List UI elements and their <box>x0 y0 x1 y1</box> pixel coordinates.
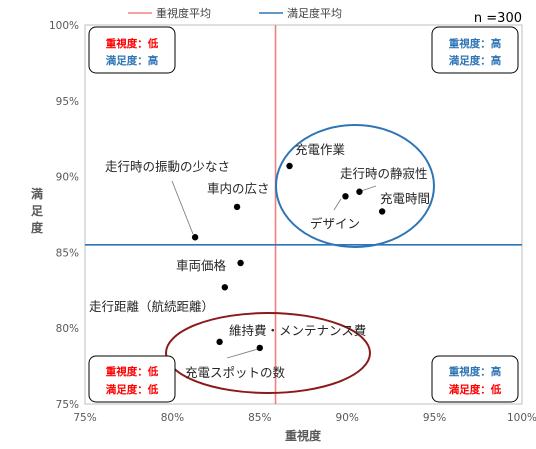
point-label-vibration: 走行時の振動の少なさ <box>105 159 230 174</box>
data-point-5 <box>233 203 241 211</box>
quadrant-label-top-left: 重視度：低 満足度：高 <box>88 26 176 74</box>
data-point-9 <box>256 344 263 352</box>
legend-label-satisfaction-average: 満足度平均 <box>287 6 342 20</box>
legend-label-importance-average: 重視度平均 <box>156 6 211 20</box>
quadrant-satisfaction-label: 満足度：高 <box>106 54 159 67</box>
y-axis-ticks: 75% 80% 85% 90% 95% 100% <box>49 20 79 411</box>
sample-size-label: n =300 <box>474 11 522 26</box>
quadrant-box <box>431 355 519 403</box>
quadrant-importance-label: 重視度：高 <box>449 37 502 50</box>
quadrant-importance-label: 重視度：高 <box>449 365 502 378</box>
y-tick-label: 100% <box>49 20 79 32</box>
data-point-4 <box>191 234 199 241</box>
highlight-ellipse-bottom <box>165 312 371 394</box>
data-point-7 <box>221 284 229 291</box>
data-point-8 <box>216 338 223 346</box>
data-points <box>191 162 386 352</box>
leader-line-vibration <box>171 180 194 235</box>
y-tick-label: 90% <box>56 172 79 184</box>
y-tick-label: 75% <box>56 399 79 411</box>
point-label-charging-spots: 充電スポットの数 <box>185 365 286 380</box>
data-point-2 <box>342 193 349 200</box>
quadrant-label-bottom-right: 重視度：高 満足度：低 <box>431 355 519 403</box>
point-label-charging-work: 充電作業 <box>295 142 346 157</box>
data-point-6 <box>237 259 244 267</box>
point-label-quietness: 走行時の静寂性 <box>340 166 428 181</box>
data-point-0 <box>286 162 293 170</box>
label-leader-lines <box>171 180 377 359</box>
quadrant-satisfaction-label: 満足度：低 <box>106 383 159 396</box>
point-label-vehicle-price: 車両価格 <box>176 258 227 273</box>
x-tick-label: 90% <box>336 412 359 424</box>
highlight-ellipse-top-right <box>275 124 435 248</box>
y-axis-title: 満足度 <box>31 186 44 235</box>
quadrant-satisfaction-label: 満足度：低 <box>449 383 502 396</box>
quadrant-box <box>431 26 519 74</box>
leader-line-design <box>333 198 342 211</box>
plot-area-frame <box>84 24 523 405</box>
point-label-driving-range: 走行距離（航続距離） <box>89 299 214 314</box>
x-tick-label: 80% <box>161 412 184 424</box>
y-tick-label: 80% <box>56 323 79 335</box>
point-labels: 充電作業 走行時の静寂性 デザイン 充電時間 走行時の振動の少なさ 車内の広さ … <box>89 142 430 380</box>
quadrant-importance-label: 重視度：低 <box>106 365 159 378</box>
point-label-cabin-space: 車内の広さ <box>207 181 270 196</box>
data-point-3 <box>378 208 386 215</box>
quadrant-satisfaction-label: 満足度：高 <box>449 54 502 67</box>
point-label-maintenance-cost: 維持費・メンテナンス費 <box>229 323 366 338</box>
data-point-1 <box>356 188 363 195</box>
y-tick-label: 85% <box>56 247 79 259</box>
point-label-charging-time: 充電時間 <box>380 191 430 206</box>
x-tick-label: 75% <box>73 412 96 424</box>
legend: 重視度平均 満足度平均 <box>128 6 342 20</box>
quadrant-box <box>88 26 176 74</box>
x-axis-title: 重視度 <box>285 428 322 443</box>
point-label-design: デザイン <box>310 216 360 231</box>
x-tick-label: 95% <box>423 412 446 424</box>
x-tick-label: 85% <box>248 412 271 424</box>
x-tick-label: 100% <box>507 412 536 424</box>
x-axis-ticks: 75% 80% 85% 90% 95% 100% <box>73 412 536 424</box>
quadrant-label-top-right: 重視度：高 満足度：高 <box>431 26 519 74</box>
y-tick-label: 95% <box>56 96 79 108</box>
leader-line-charging-spots <box>226 348 259 359</box>
quadrant-box <box>88 355 176 403</box>
leader-line-quietness <box>360 185 377 192</box>
quadrant-label-bottom-left: 重視度：低 満足度：低 <box>88 355 176 403</box>
quadrant-importance-label: 重視度：低 <box>106 37 159 50</box>
